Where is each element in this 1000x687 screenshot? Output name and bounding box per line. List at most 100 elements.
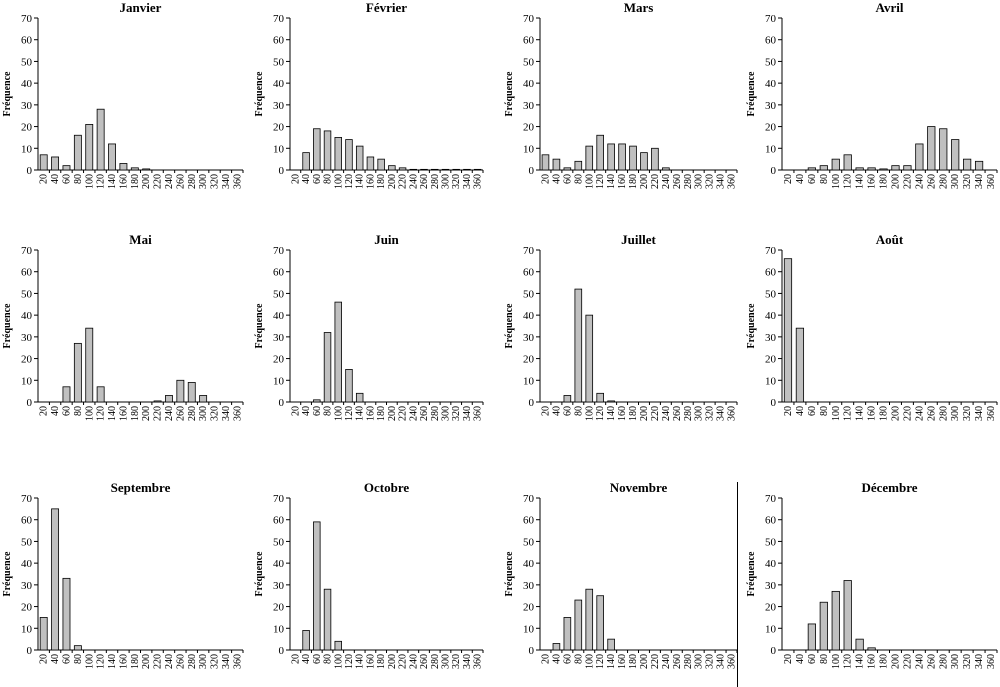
x-tick-label: 280 — [430, 174, 441, 189]
y-tick-label: 50 — [273, 288, 285, 300]
x-tick-label: 240 — [408, 654, 419, 669]
x-tick-label: 260 — [175, 406, 186, 421]
y-tick-label: 10 — [273, 375, 285, 387]
histogram-bar — [596, 595, 604, 651]
y-tick-label: 50 — [273, 56, 285, 68]
x-tick-label: 80 — [819, 406, 830, 416]
histogram-bar — [552, 158, 561, 171]
x-tick-label: 200 — [387, 406, 398, 421]
x-tick-label: 140 — [855, 174, 866, 189]
x-tick-label: 20 — [39, 174, 50, 184]
histogram-bar — [867, 647, 876, 651]
x-tick-label: 160 — [617, 174, 628, 189]
histogram-bar — [334, 301, 342, 403]
histogram-bar — [313, 521, 321, 651]
y-tick-label: 50 — [765, 536, 777, 548]
x-tick-label: 20 — [540, 654, 551, 664]
x-tick-label: 340 — [974, 654, 985, 669]
x-tick-label: 100 — [84, 174, 95, 189]
x-tick-label: 360 — [727, 406, 738, 421]
histogram-bar — [473, 168, 482, 171]
x-tick-label: 280 — [683, 174, 694, 189]
x-tick-label: 100 — [584, 654, 595, 669]
x-tick-label: 80 — [573, 174, 584, 184]
y-axis-label: Fréquence — [2, 71, 13, 117]
histogram-bar — [73, 645, 82, 651]
x-tick-label: 360 — [232, 654, 243, 669]
x-tick-label: 220 — [398, 174, 409, 189]
y-tick-label: 40 — [523, 310, 535, 322]
x-tick-label: 100 — [584, 174, 595, 189]
x-tick-label: 160 — [617, 406, 628, 421]
y-tick-label: 50 — [273, 536, 285, 548]
x-tick-label: 120 — [843, 174, 854, 189]
histogram-bar — [39, 617, 48, 651]
x-tick-label: 120 — [344, 654, 355, 669]
histogram-bar — [541, 154, 550, 171]
histogram-bar — [73, 342, 82, 403]
histogram-bar — [51, 156, 60, 171]
x-tick-label: 140 — [355, 654, 366, 669]
x-tick-label: 160 — [118, 406, 129, 421]
x-tick-label: 120 — [344, 174, 355, 189]
y-tick-label: 30 — [765, 580, 777, 592]
x-tick-label: 320 — [705, 406, 716, 421]
x-tick-label: 40 — [551, 174, 562, 184]
y-tick-label: 60 — [273, 267, 285, 279]
chart-title: Juin — [374, 232, 399, 247]
x-tick-label: 80 — [323, 174, 334, 184]
x-tick-label: 100 — [84, 654, 95, 669]
x-tick-label: 80 — [73, 654, 84, 664]
x-tick-label: 240 — [914, 406, 925, 421]
x-tick-label: 320 — [705, 174, 716, 189]
histogram-bar — [313, 128, 321, 171]
x-tick-label: 100 — [333, 406, 344, 421]
histogram-bar — [563, 167, 572, 171]
y-tick-label: 10 — [21, 375, 33, 387]
x-tick-label: 260 — [926, 654, 937, 669]
x-tick-label: 260 — [672, 174, 683, 189]
x-tick-label: 40 — [301, 406, 312, 416]
x-tick-label: 100 — [584, 406, 595, 421]
y-tick-label: 40 — [21, 558, 33, 570]
y-tick-label: 50 — [523, 288, 535, 300]
y-tick-label: 60 — [765, 515, 777, 527]
y-tick-label: 60 — [765, 267, 777, 279]
y-tick-label: 70 — [765, 493, 777, 505]
histogram-bar — [176, 379, 185, 403]
x-tick-label: 340 — [221, 174, 232, 189]
x-tick-label: 180 — [376, 174, 387, 189]
x-tick-label: 360 — [473, 406, 484, 421]
x-tick-label: 140 — [606, 406, 617, 421]
x-tick-label: 360 — [727, 654, 738, 669]
x-tick-label: 300 — [198, 654, 209, 669]
x-tick-label: 40 — [50, 654, 61, 664]
histogram-bar — [302, 152, 310, 171]
x-tick-label: 140 — [355, 174, 366, 189]
x-tick-label: 20 — [783, 654, 794, 664]
y-tick-label: 0 — [771, 645, 777, 657]
x-tick-label: 320 — [705, 654, 716, 669]
x-tick-label: 340 — [221, 406, 232, 421]
histogram-bar — [855, 167, 864, 171]
y-axis-label: Fréquence — [504, 303, 515, 349]
y-tick-label: 50 — [21, 56, 33, 68]
y-tick-label: 40 — [523, 78, 535, 90]
histogram-bar — [574, 288, 583, 403]
histogram-bar — [819, 165, 828, 171]
y-tick-label: 0 — [529, 645, 535, 657]
x-tick-label: 360 — [232, 406, 243, 421]
histogram-bar — [334, 640, 342, 651]
histogram-bar — [807, 167, 816, 171]
y-tick-label: 70 — [273, 493, 285, 505]
x-tick-label: 120 — [96, 406, 107, 421]
x-tick-label: 260 — [672, 654, 683, 669]
x-tick-label: 60 — [807, 654, 818, 664]
chart-title: Octobre — [364, 480, 409, 495]
histogram-bar — [585, 314, 594, 403]
x-tick-label: 320 — [210, 654, 221, 669]
x-tick-label: 220 — [902, 406, 913, 421]
y-tick-label: 30 — [273, 580, 285, 592]
